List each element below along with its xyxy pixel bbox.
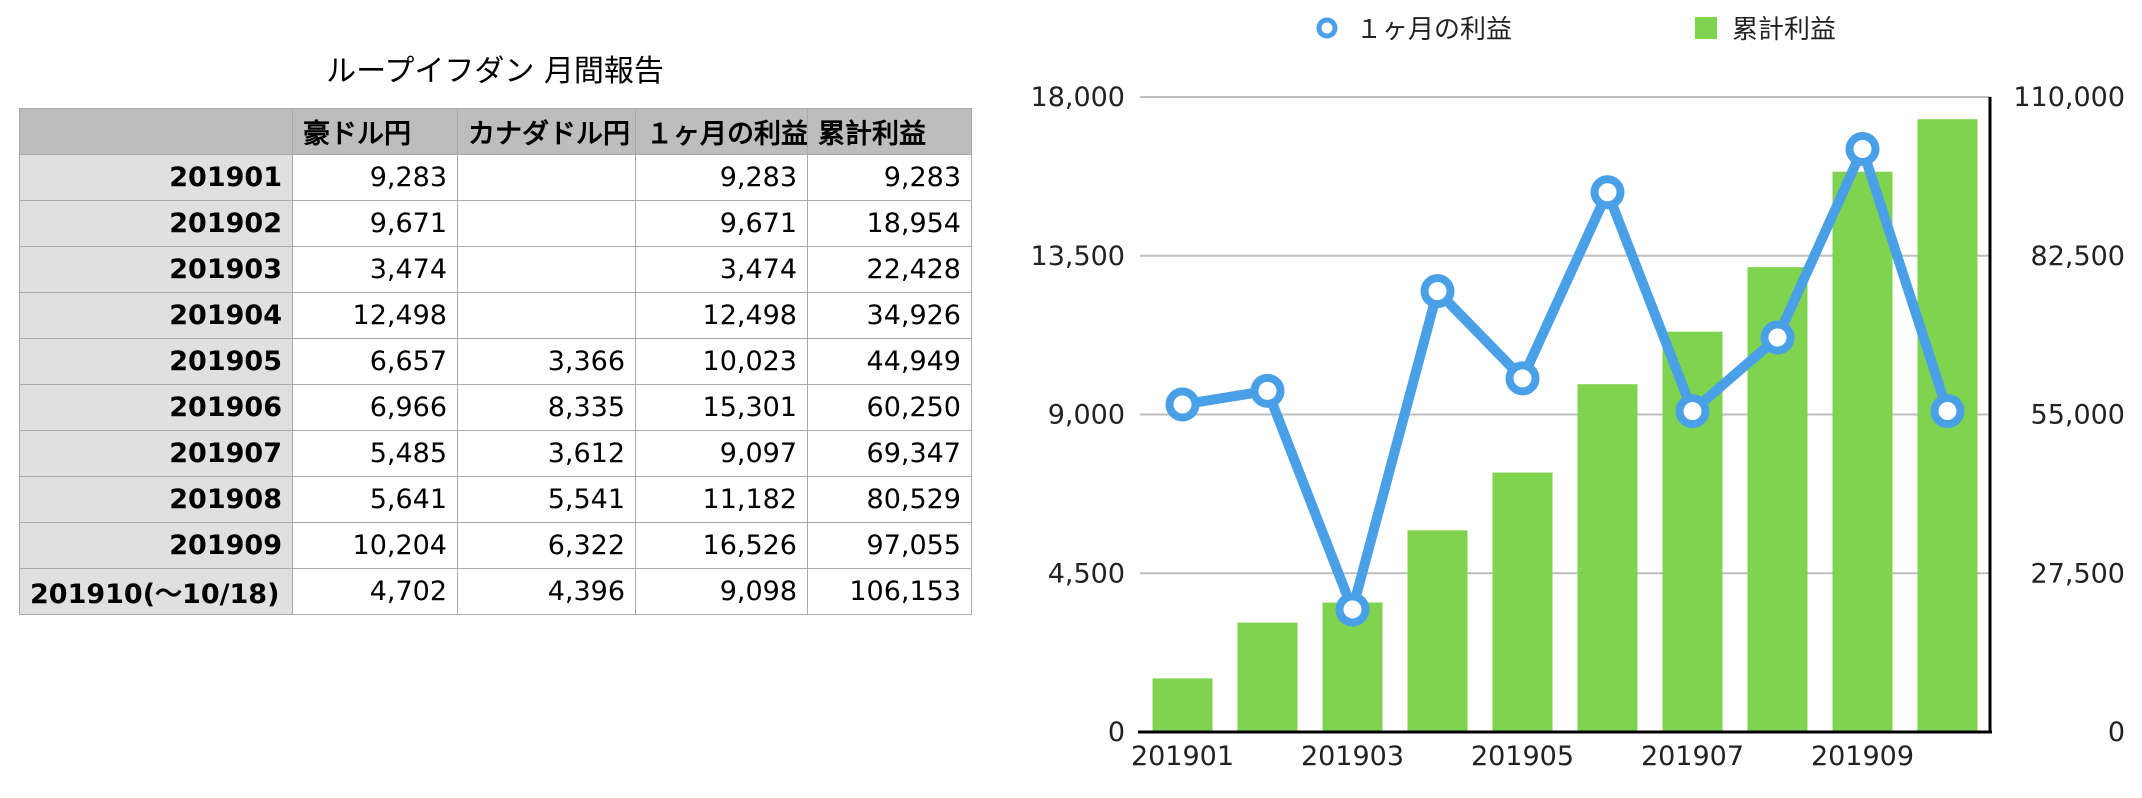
- row-month: 201909: [19, 522, 293, 569]
- row-month: 201904: [19, 292, 293, 339]
- cell-monthly-profit: 9,671: [635, 200, 808, 247]
- row-month: 201902: [19, 200, 293, 247]
- point-monthly-profit: [1250, 373, 1285, 408]
- table-row: 201906 6,966 8,335 15,301 60,250: [19, 384, 972, 431]
- cell-cad-jpy: 5,541: [457, 476, 636, 523]
- cell-cumulative-profit: 44,949: [807, 338, 972, 385]
- header-aud-jpy: 豪ドル円: [292, 108, 458, 155]
- header-cumulative-profit: 累計利益: [807, 108, 972, 155]
- table-row: 201907 5,485 3,612 9,097 69,347: [19, 430, 972, 477]
- cell-cad-jpy: 6,322: [457, 522, 636, 569]
- cell-monthly-profit: 3,474: [635, 246, 808, 293]
- table-row: 201902 9,671 9,671 18,954: [19, 200, 972, 247]
- x-tick-label: 201909: [1811, 741, 1914, 772]
- cell-aud-jpy: 5,641: [292, 476, 458, 523]
- bar-cumulative-profit: [1492, 472, 1553, 732]
- y-left-tick-label: 9,000: [1048, 400, 1125, 431]
- cell-aud-jpy: 9,671: [292, 200, 458, 247]
- point-monthly-profit: [1675, 394, 1710, 429]
- y-right-tick-label: 82,500: [2031, 241, 2125, 272]
- row-month: 201903: [19, 246, 293, 293]
- header-monthly-profit: １ヶ月の利益: [635, 108, 808, 155]
- cell-monthly-profit: 12,498: [635, 292, 808, 339]
- y-right-tick-label: 0: [2108, 717, 2125, 748]
- point-monthly-profit: [1335, 592, 1370, 627]
- point-monthly-profit: [1845, 131, 1880, 166]
- point-monthly-profit: [1760, 320, 1795, 355]
- cell-cad-jpy: 3,612: [457, 430, 636, 477]
- cell-aud-jpy: 9,283: [292, 154, 458, 201]
- table-row: 201910(〜10/18) 4,702 4,396 9,098 106,153: [19, 568, 972, 615]
- cell-aud-jpy: 4,702: [292, 568, 458, 615]
- cell-cumulative-profit: 97,055: [807, 522, 972, 569]
- bar-cumulative-profit: [1407, 530, 1468, 732]
- cell-cumulative-profit: 69,347: [807, 430, 972, 477]
- table-row: 201908 5,641 5,541 11,182 80,529: [19, 476, 972, 523]
- cell-aud-jpy: 12,498: [292, 292, 458, 339]
- line-monthly-profit: [1177, 143, 1953, 615]
- table-title: ループイフダン 月間報告: [326, 54, 664, 89]
- cell-cad-jpy: 3,366: [457, 338, 636, 385]
- table-row: 201909 10,204 6,322 16,526 97,055: [19, 522, 972, 569]
- y-left-tick-label: 18,000: [1031, 82, 1125, 113]
- table-header-row: 豪ドル円 カナダドル円 １ヶ月の利益 累計利益: [19, 108, 972, 155]
- table-row: 201905 6,657 3,366 10,023 44,949: [19, 338, 972, 385]
- row-month: 201901: [19, 154, 293, 201]
- bar-cumulative-profit: [1152, 678, 1213, 732]
- row-month: 201908: [19, 476, 293, 523]
- cell-monthly-profit: 9,098: [635, 568, 808, 615]
- cell-cad-jpy: [457, 292, 636, 339]
- cell-aud-jpy: 6,657: [292, 338, 458, 385]
- cell-cad-jpy: [457, 246, 636, 293]
- x-tick-label: 201907: [1641, 741, 1744, 772]
- y-left-tick-label: 0: [1108, 717, 1125, 748]
- row-month: 201906: [19, 384, 293, 431]
- cell-monthly-profit: 15,301: [635, 384, 808, 431]
- row-month: 201910(〜10/18): [19, 568, 293, 615]
- legend-label-monthly-profit: １ヶ月の利益: [1356, 15, 1512, 45]
- legend-bar-marker: [1695, 17, 1717, 39]
- x-tick-label: 201901: [1131, 741, 1234, 772]
- header-corner: [19, 108, 293, 155]
- point-monthly-profit: [1590, 175, 1625, 210]
- cell-cumulative-profit: 22,428: [807, 246, 972, 293]
- cell-monthly-profit: 16,526: [635, 522, 808, 569]
- bar-cumulative-profit: [1577, 384, 1638, 732]
- cell-monthly-profit: 9,097: [635, 430, 808, 477]
- y-right-tick-label: 110,000: [2013, 82, 2125, 113]
- y-right-tick-label: 27,500: [2031, 558, 2125, 589]
- bar-cumulative-profit: [1237, 622, 1298, 732]
- table-row: 201904 12,498 12,498 34,926: [19, 292, 972, 339]
- y-right-tick-label: 55,000: [2031, 400, 2125, 431]
- x-tick-label: 201903: [1301, 741, 1404, 772]
- cell-aud-jpy: 10,204: [292, 522, 458, 569]
- y-left-tick-label: 13,500: [1031, 241, 1125, 272]
- cell-cumulative-profit: 18,954: [807, 200, 972, 247]
- point-monthly-profit: [1930, 394, 1965, 429]
- bar-cumulative-profit: [1832, 171, 1893, 732]
- cell-cad-jpy: [457, 154, 636, 201]
- row-month: 201907: [19, 430, 293, 477]
- cell-cumulative-profit: 34,926: [807, 292, 972, 339]
- table-row: 201903 3,474 3,474 22,428: [19, 246, 972, 293]
- cell-cad-jpy: [457, 200, 636, 247]
- cell-cad-jpy: 4,396: [457, 568, 636, 615]
- cell-aud-jpy: 3,474: [292, 246, 458, 293]
- point-monthly-profit: [1420, 274, 1455, 309]
- y-left-tick-label: 4,500: [1048, 558, 1125, 589]
- x-tick-label: 201905: [1471, 741, 1574, 772]
- point-monthly-profit: [1505, 361, 1540, 396]
- cell-cumulative-profit: 80,529: [807, 476, 972, 523]
- monthly-report-table: 豪ドル円 カナダドル円 １ヶ月の利益 累計利益 201901 9,283 9,2…: [19, 108, 972, 615]
- row-month: 201905: [19, 338, 293, 385]
- cell-aud-jpy: 5,485: [292, 430, 458, 477]
- legend-line-marker: [1316, 17, 1338, 39]
- cell-cumulative-profit: 106,153: [807, 568, 972, 615]
- cell-cumulative-profit: 9,283: [807, 154, 972, 201]
- legend-label-cumulative-profit: 累計利益: [1732, 15, 1836, 45]
- point-monthly-profit: [1165, 387, 1200, 422]
- cell-monthly-profit: 11,182: [635, 476, 808, 523]
